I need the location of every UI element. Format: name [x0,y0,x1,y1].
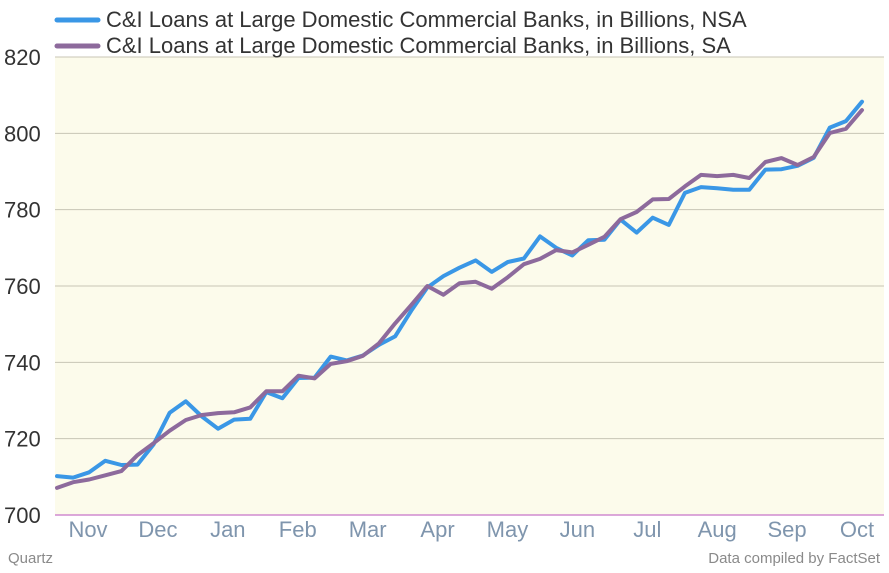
y-tick-label: 800 [4,121,41,146]
legend-label-sa: C&I Loans at Large Domestic Commercial B… [106,33,731,58]
x-tick-label: Aug [698,517,737,542]
y-tick-label: 720 [4,427,41,452]
x-tick-label: Nov [68,517,107,542]
legend: C&I Loans at Large Domestic Commercial B… [54,7,747,58]
x-tick-label: Sep [768,517,807,542]
legend-label-nsa: C&I Loans at Large Domestic Commercial B… [106,7,747,32]
x-tick-label: Jun [560,517,595,542]
x-axis-ticks: Nov Dec Jan Feb Mar Apr May Jun Jul Aug Sep Oct [68,517,874,542]
y-tick-label: 780 [4,198,41,223]
y-tick-label: 700 [4,503,41,528]
series-line-sa [55,108,864,490]
y-tick-label: 760 [4,274,41,299]
y-axis-ticks: 700 720 740 760 780 800 820 [4,45,41,528]
x-tick-label: Feb [279,517,317,542]
y-tick-label: 820 [4,45,41,70]
footer-source-right: Data compiled by FactSet [708,550,881,567]
x-tick-label: Dec [138,517,177,542]
series-lines [55,99,864,490]
x-tick-label: Jan [210,517,245,542]
x-tick-label: Apr [420,517,454,542]
series-line-nsa [55,99,864,480]
y-tick-label: 740 [4,350,41,375]
x-tick-label: Mar [349,517,387,542]
grid-lines [55,56,884,516]
footer-source-left: Quartz [8,550,53,567]
x-tick-label: Jul [633,517,661,542]
x-tick-label: Oct [840,517,874,542]
x-tick-label: May [487,517,529,542]
